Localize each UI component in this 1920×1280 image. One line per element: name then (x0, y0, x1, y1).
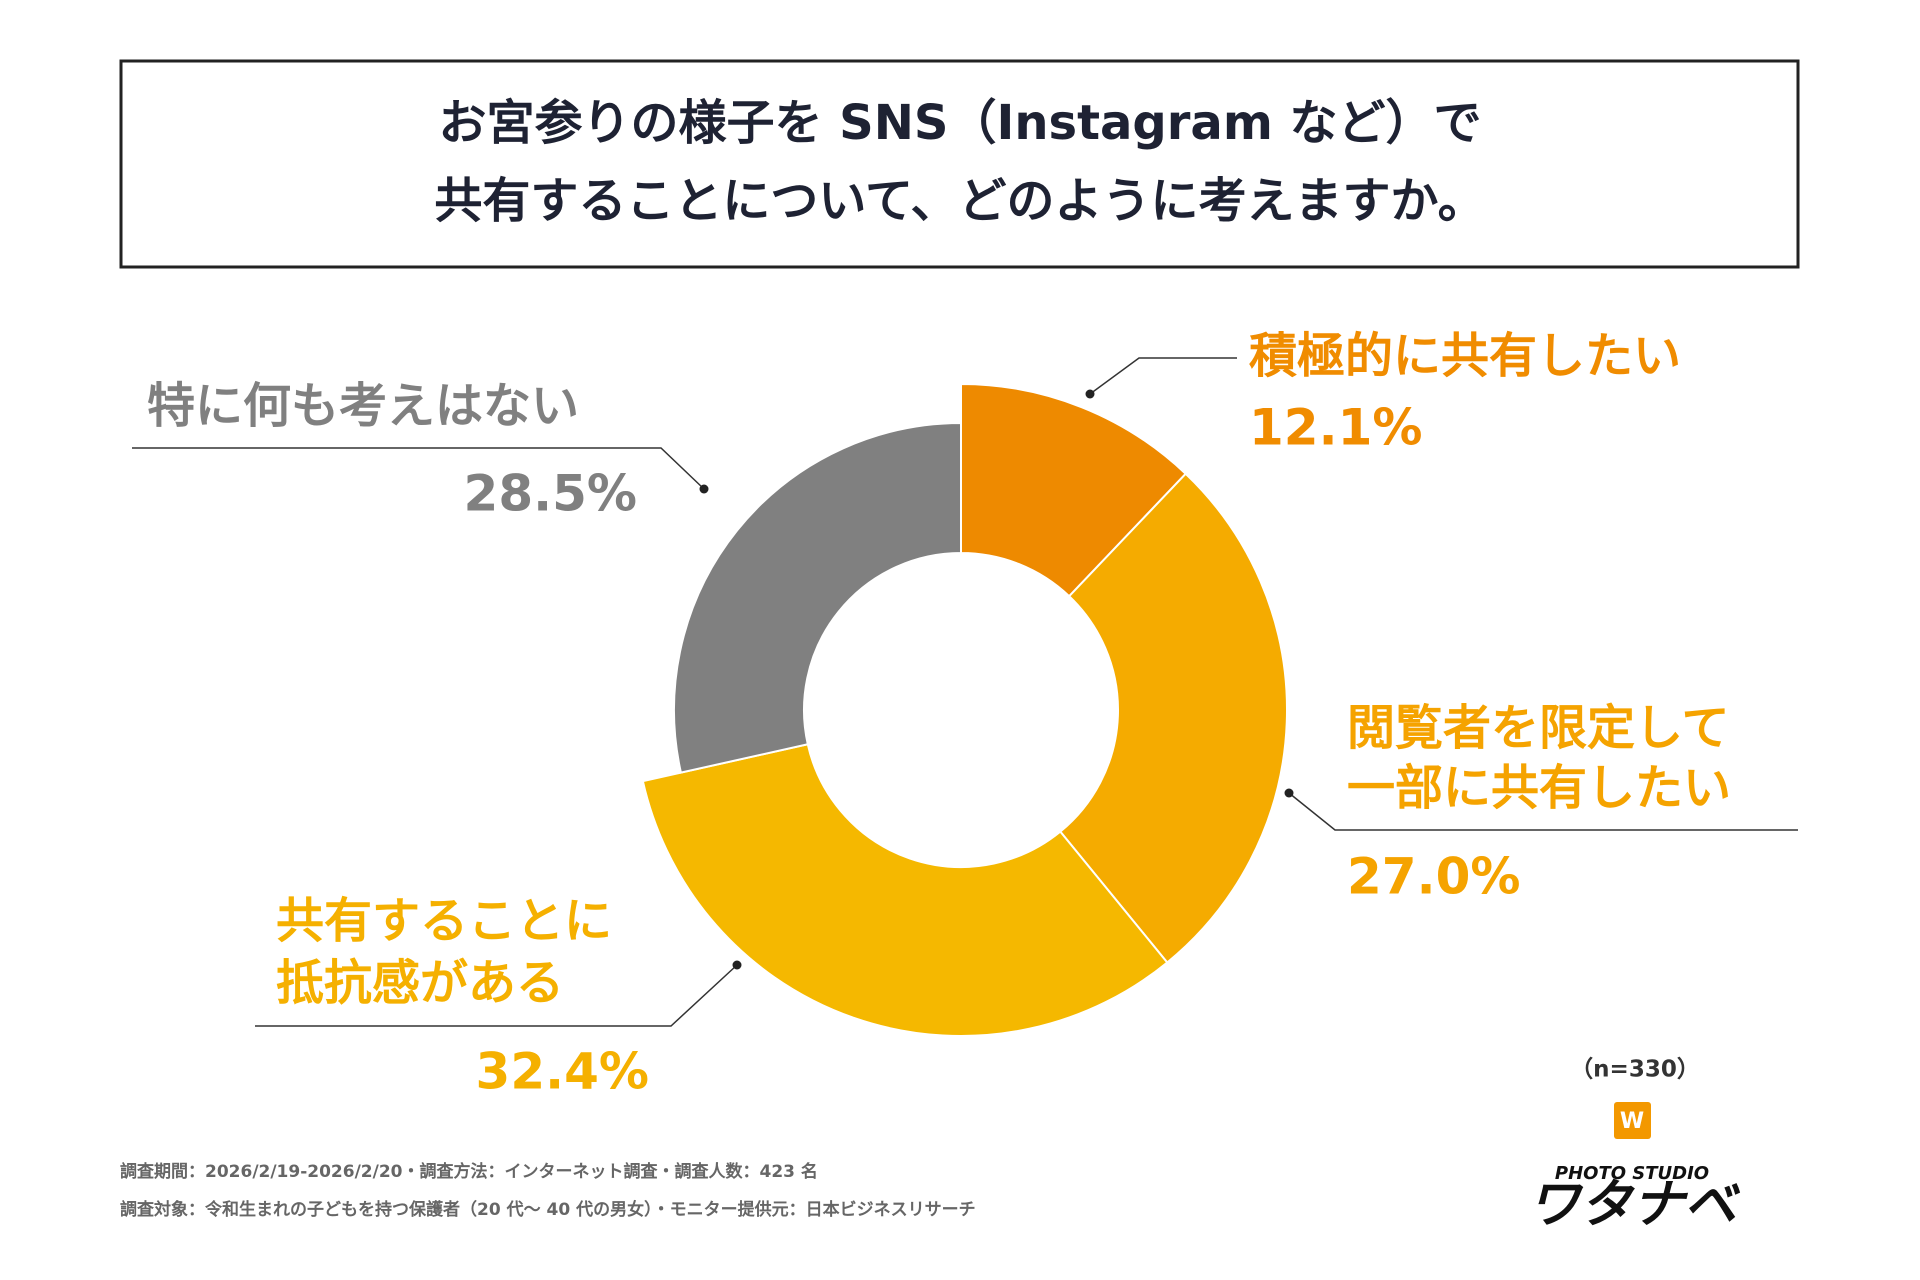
leader-line (1288, 792, 1798, 831)
leader-line (255, 964, 738, 1027)
value-label: 27.0% (1347, 848, 1520, 906)
category-label: 積極的に共有したい (1249, 328, 1681, 384)
leader-dot (732, 960, 742, 970)
chart-title: 共有することについて、どのように考えますか。 (434, 173, 1485, 229)
footnote: 調査期間：2026/2/19-2026/2/20・調査方法：インターネット調査・… (120, 1161, 818, 1182)
donut-slice (673, 421, 962, 774)
logo-top: PHOTO STUDIO (1555, 1163, 1709, 1184)
donut-slice (1058, 472, 1288, 964)
logo: W PHOTO STUDIO ワタナベ (1528, 1102, 1741, 1235)
donut-slice (960, 382, 1188, 598)
category-label: 特に何も考えはない (147, 378, 579, 434)
leader-dot (1284, 788, 1294, 798)
title-box (119, 59, 1800, 269)
value-label: 12.1% (1249, 399, 1422, 457)
category-label: 一部に共有したい (1347, 760, 1731, 816)
logo-name: ワタナベ (1528, 1175, 1741, 1235)
category-label: 共有することに (276, 893, 612, 949)
footnote: 調査対象：令和生まれの子どもを持つ保護者（20 代～ 40 代の男女）・モニター… (120, 1199, 976, 1220)
category-label: 抵抗感がある (276, 955, 564, 1011)
leader-dot (699, 484, 709, 494)
leader-line (1089, 357, 1237, 395)
category-label: 閲覧者を限定して (1347, 700, 1730, 756)
sample-size: （n=330） (1570, 1056, 1700, 1083)
value-label: 32.4% (476, 1043, 649, 1101)
leader-line (132, 447, 705, 490)
logo-mark: W (1620, 1109, 1644, 1134)
chart-title: お宮参りの様子を SNS（Instagram など）で (438, 95, 1481, 151)
leader-dot (1085, 389, 1095, 399)
donut-slice (641, 743, 1169, 1037)
logo-icon (1614, 1102, 1651, 1139)
value-label: 28.5% (464, 465, 637, 523)
